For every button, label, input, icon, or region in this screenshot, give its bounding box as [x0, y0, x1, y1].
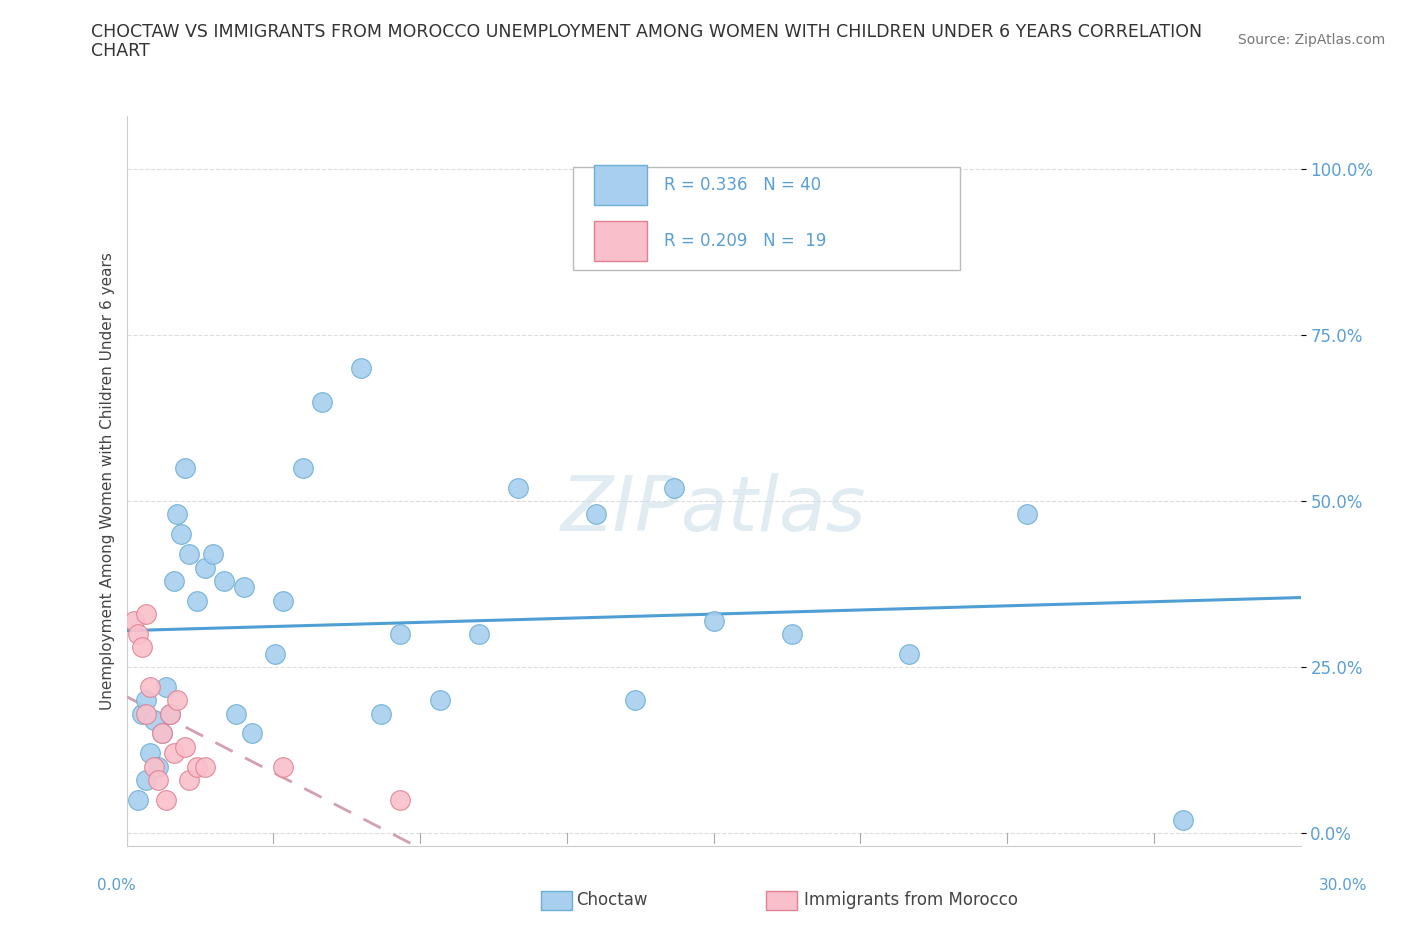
Point: [624, 693, 647, 708]
Point: [162, 574, 184, 589]
Text: 30.0%: 30.0%: [1319, 878, 1367, 893]
Point: [179, 547, 201, 562]
Point: [124, 613, 146, 628]
Point: [139, 746, 162, 761]
Point: [311, 394, 333, 409]
Point: [214, 574, 236, 589]
Point: [131, 640, 153, 655]
Point: [702, 613, 725, 628]
Point: [389, 792, 412, 807]
Point: [225, 706, 247, 721]
Point: [135, 706, 157, 721]
Point: [142, 712, 165, 727]
Bar: [593, 220, 647, 260]
Point: [174, 460, 197, 475]
Point: [155, 792, 177, 807]
Point: [135, 773, 157, 788]
Point: [264, 646, 287, 661]
Text: Immigrants from Morocco: Immigrants from Morocco: [804, 891, 1018, 910]
Point: [179, 773, 201, 788]
Point: [127, 792, 149, 807]
Point: [585, 507, 607, 522]
Point: [135, 693, 157, 708]
Text: R = 0.209   N =  19: R = 0.209 N = 19: [664, 232, 827, 250]
Text: R = 0.336   N = 40: R = 0.336 N = 40: [664, 177, 821, 194]
Point: [240, 726, 263, 741]
Point: [166, 507, 188, 522]
Point: [170, 527, 193, 542]
Point: [142, 759, 165, 774]
Point: [271, 759, 294, 774]
Point: [1015, 507, 1038, 522]
Point: [898, 646, 921, 661]
Point: [467, 627, 489, 642]
Point: [350, 361, 373, 376]
Point: [162, 746, 184, 761]
Point: [146, 759, 169, 774]
Point: [201, 547, 224, 562]
Point: [232, 580, 256, 595]
Point: [389, 627, 412, 642]
Text: Choctaw: Choctaw: [576, 891, 648, 910]
Text: CHOCTAW VS IMMIGRANTS FROM MOROCCO UNEMPLOYMENT AMONG WOMEN WITH CHILDREN UNDER : CHOCTAW VS IMMIGRANTS FROM MOROCCO UNEMP…: [91, 23, 1202, 41]
Text: ZIPatlas: ZIPatlas: [561, 473, 866, 548]
Point: [150, 726, 173, 741]
Point: [780, 627, 803, 642]
Point: [146, 773, 169, 788]
Point: [370, 706, 392, 721]
Y-axis label: Unemployment Among Women with Children Under 6 years: Unemployment Among Women with Children U…: [100, 252, 115, 711]
Point: [186, 759, 208, 774]
Point: [194, 560, 217, 575]
Point: [291, 460, 314, 475]
Point: [150, 726, 173, 741]
Point: [194, 759, 217, 774]
Point: [155, 680, 177, 695]
Bar: [593, 166, 647, 206]
Point: [159, 706, 181, 721]
Point: [166, 693, 188, 708]
Point: [127, 627, 149, 642]
FancyBboxPatch shape: [572, 167, 960, 270]
Point: [664, 481, 686, 496]
Point: [429, 693, 451, 708]
Point: [1173, 812, 1195, 827]
Text: 0.0%: 0.0%: [97, 878, 136, 893]
Point: [139, 680, 162, 695]
Text: CHART: CHART: [91, 42, 150, 60]
Point: [271, 593, 294, 608]
Point: [131, 706, 153, 721]
Point: [174, 739, 197, 754]
Point: [135, 606, 157, 621]
Point: [159, 706, 181, 721]
Point: [506, 481, 529, 496]
Text: Source: ZipAtlas.com: Source: ZipAtlas.com: [1237, 33, 1385, 46]
Point: [186, 593, 208, 608]
